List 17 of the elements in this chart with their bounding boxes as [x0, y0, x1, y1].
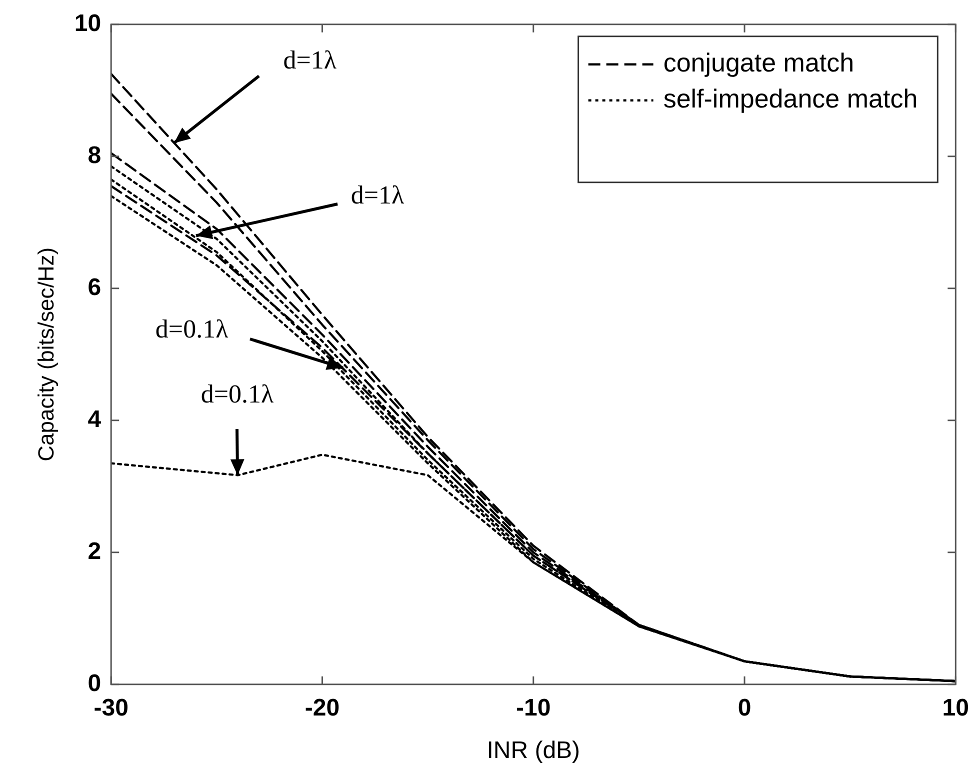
annotation: d=1λ — [346, 180, 408, 210]
annotation: d=0.1λ — [196, 380, 278, 410]
legend-label: self-impedance match — [663, 84, 918, 114]
x-tick-label: 10 — [942, 694, 970, 722]
legend-label: conjugate match — [663, 48, 854, 78]
x-tick-label: -10 — [516, 694, 551, 722]
annotation: d=0.1λ — [151, 314, 232, 344]
y-tick-label: 2 — [88, 538, 102, 566]
x-tick-label: 0 — [738, 694, 752, 722]
x-tick-label: -20 — [304, 694, 340, 722]
y-tick-label: 8 — [88, 142, 102, 170]
y-tick-label: 4 — [88, 406, 102, 434]
annotation: d=1λ — [279, 46, 340, 76]
y-tick-label: 6 — [88, 274, 102, 302]
y-axis-title: Capacity (bits/sec/Hz) — [33, 247, 58, 462]
x-axis-title: INR (dB) — [486, 737, 580, 764]
y-tick-label: 10 — [74, 10, 102, 38]
